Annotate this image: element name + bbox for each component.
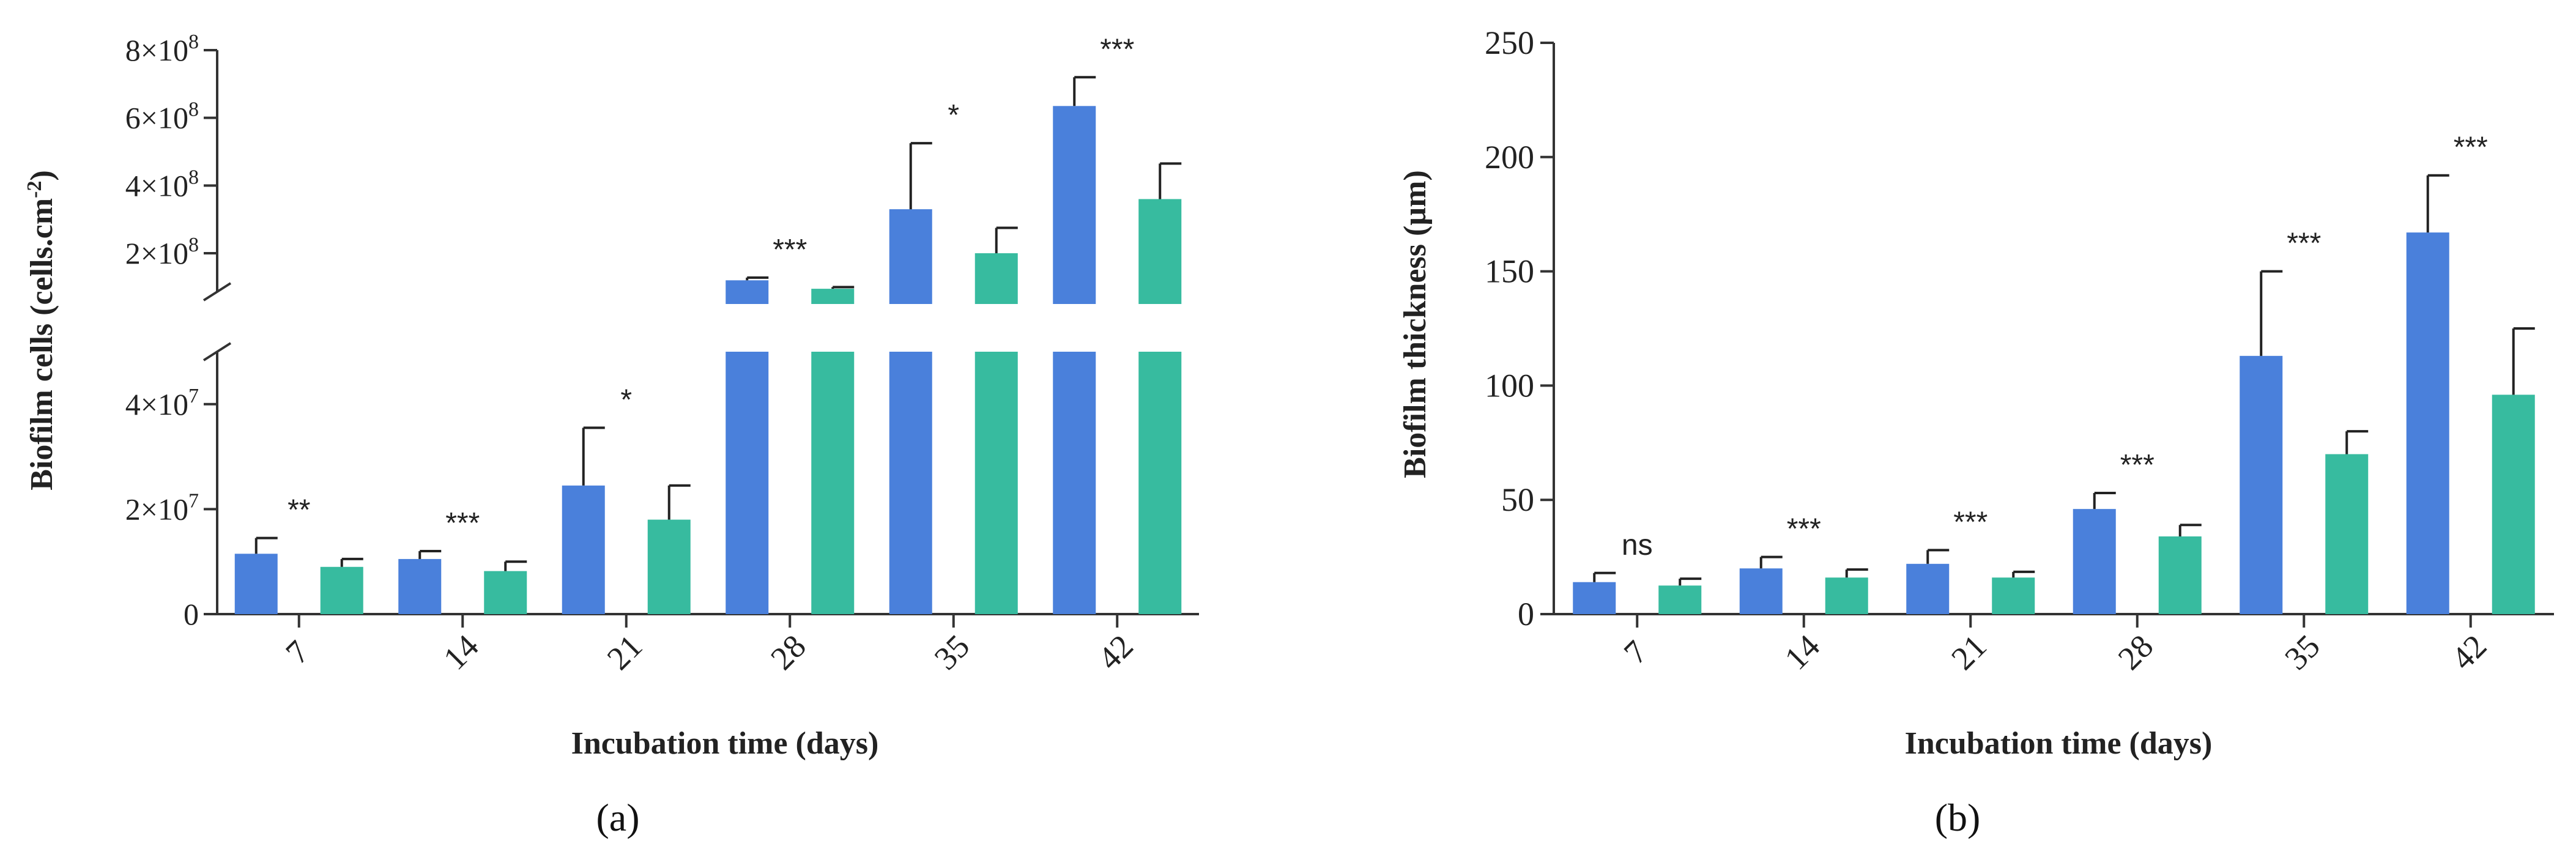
y-tick-label-200: 200 <box>1485 139 1534 176</box>
x-tick-label-21: 21 <box>600 628 650 677</box>
panel-b: 0 50 100 150 200 250 ns 7 *** 14 *** 21 *** 28 *** 35 **… <box>1398 24 2554 761</box>
significance-day-14: *** <box>445 507 480 539</box>
bar-1-day-42-part-2 <box>1053 352 1096 614</box>
bar-2-day-14 <box>1825 577 1868 614</box>
y-tick-label-upper-1: 4×108 <box>125 166 199 202</box>
significance-day-42: *** <box>1100 33 1134 65</box>
significance-day-14: *** <box>1787 513 1821 546</box>
bar-1-day-42 <box>2406 232 2449 614</box>
x-tick-label-42: 42 <box>2444 628 2494 677</box>
bar-1-day-42-part-1 <box>1053 106 1096 305</box>
axis-break-mark-lower <box>202 342 232 361</box>
bar-2-day-7 <box>320 566 363 614</box>
bar-2-day-14 <box>484 571 527 614</box>
significance-day-35: * <box>948 99 959 132</box>
bar-1-day-14 <box>398 558 442 614</box>
significance-day-7: ** <box>288 494 310 527</box>
y-tick-label-100: 100 <box>1485 367 1534 404</box>
significance-day-28: *** <box>2120 449 2155 481</box>
x-tick-label-35: 35 <box>2277 628 2327 677</box>
bar-1-day-28 <box>2073 509 2116 614</box>
significance-day-21: *** <box>1953 506 1988 538</box>
bar-1-day-35-part-1 <box>889 209 932 304</box>
bar-2-day-35-part-1 <box>974 253 1018 304</box>
y-tick-label-lower-1: 2×107 <box>125 489 199 526</box>
x-tick-label-42: 42 <box>1091 628 1140 677</box>
y-tick-label-lower-0: 0 <box>184 597 199 631</box>
bar-2-day-21 <box>1992 577 2035 614</box>
significance-day-35: *** <box>2287 228 2321 260</box>
y-tick-label-upper-3: 8×108 <box>125 31 199 67</box>
bar-2-day-42-part-1 <box>1138 199 1182 304</box>
x-tick-label-14: 14 <box>1778 628 1827 677</box>
y-tick-label-150: 150 <box>1485 253 1534 290</box>
y-axis-title: Biofilm cells (cells.cm-2) <box>23 170 59 491</box>
y-tick-label-upper-2: 6×108 <box>125 98 199 135</box>
y-tick-label-50: 50 <box>1501 481 1534 518</box>
significance-day-28: *** <box>773 234 807 266</box>
axis-break-mark-upper <box>202 282 232 302</box>
bar-2-day-28-part-1 <box>811 289 855 304</box>
x-tick-label-28: 28 <box>2111 628 2161 677</box>
significance-day-7: ns <box>1622 529 1653 562</box>
bar-1-day-28-part-1 <box>726 280 769 304</box>
bar-2-day-7 <box>1658 585 1702 614</box>
bar-2-day-42 <box>2492 395 2535 614</box>
bar-2-day-35 <box>2325 454 2369 614</box>
bar-2-day-28 <box>2158 536 2202 614</box>
x-tick-label-21: 21 <box>1944 628 1994 677</box>
bar-1-day-21 <box>562 485 605 614</box>
panel-b-label: (b) <box>1935 796 1981 839</box>
significance-day-21: * <box>620 384 632 416</box>
x-tick-label-28: 28 <box>763 628 813 677</box>
bar-1-day-35-part-2 <box>889 352 932 614</box>
x-tick-label-35: 35 <box>927 628 977 677</box>
panel-a-label: (a) <box>596 796 639 839</box>
bar-1-day-21 <box>1906 563 1950 614</box>
significance-day-42: *** <box>2454 132 2488 164</box>
x-axis-title: Incubation time (days) <box>571 726 879 761</box>
bar-2-day-28-part-2 <box>811 352 855 614</box>
bar-1-day-14 <box>1739 568 1783 614</box>
y-axis-title: Biofilm thickness (µm) <box>1398 170 1433 478</box>
bar-1-day-7 <box>1573 582 1616 614</box>
x-axis-title: Incubation time (days) <box>1905 726 2213 761</box>
x-tick-label-7: 7 <box>1617 634 1655 672</box>
bar-1-day-35 <box>2240 355 2283 614</box>
bar-1-day-28-part-2 <box>726 352 769 614</box>
panel-a: 02×1074×1072×1084×1086×1088×108**7***14*… <box>23 31 1199 761</box>
bar-2-day-35-part-2 <box>974 352 1018 614</box>
y-tick-label-lower-2: 4×107 <box>125 385 199 421</box>
bar-1-day-7 <box>234 554 278 614</box>
bar-2-day-21 <box>647 519 691 614</box>
y-tick-label-250: 250 <box>1485 24 1534 61</box>
x-tick-label-14: 14 <box>436 628 486 677</box>
x-tick-label-7: 7 <box>278 634 316 672</box>
y-tick-label-upper-0: 2×108 <box>125 234 199 270</box>
y-tick-label-0: 0 <box>1518 596 1534 632</box>
bar-2-day-42-part-2 <box>1138 352 1182 614</box>
